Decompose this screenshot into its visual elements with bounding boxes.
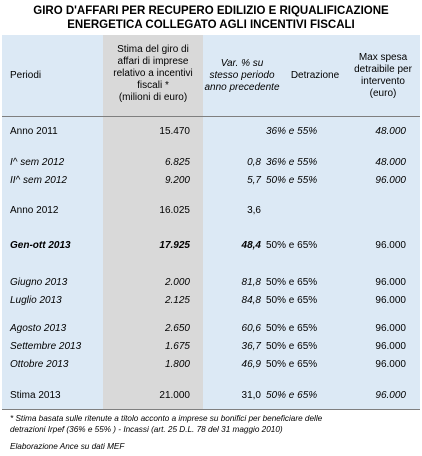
row-label: Anno 2012 [10,205,59,216]
footnote-line-1: * Stima basata sulle ritenute a titolo a… [10,414,323,423]
row-detrazione: 36% e 55% [266,126,318,137]
row-detrazione: 50% e 55% [266,175,318,186]
row-max: 96.000 [375,295,406,306]
row-max: 96.000 [375,240,406,251]
row-var: 81,8 [241,277,261,288]
row-var: 46,9 [241,359,261,370]
row-max: 96.000 [375,359,406,370]
source-note: Elaborazione Ance su dati MEF [10,442,125,451]
row-value: 2.125 [164,295,190,306]
row-detrazione: 50% e 65% [266,323,318,334]
row-value: 21.000 [159,390,190,401]
row-value: 6.825 [164,157,190,168]
row-label: II^ sem 2012 [10,175,67,186]
row-label: Anno 2011 [10,126,58,137]
header-detrazione: Detrazione [290,70,340,81]
row-value: 1.800 [164,359,190,370]
header-periodi: Periodi [10,70,42,81]
row-var: 84,8 [241,295,261,306]
row-detrazione: 50% e 65% [266,295,318,306]
row-var: 0,8 [247,157,261,168]
header-stima: Stima del giro di affari di imprese rela… [113,44,193,103]
row-value: 2.650 [164,323,190,334]
title-line-1: GIRO D'AFFARI PER RECUPERO EDILIZIO E RI… [33,5,389,17]
title-line-2: ENERGETICA COLLEGATO AGLI INCENTIVI FISC… [67,19,355,31]
row-value: 1.675 [164,341,190,352]
row-var: 5,7 [247,175,261,186]
row-max: 48.000 [375,126,406,137]
row-value: 16.025 [159,205,190,216]
header-var: Var. % su stesso periodo anno precedente [204,58,280,93]
row-label: Luglio 2013 [10,295,62,306]
row-detrazione: 36% e 55% [266,157,318,168]
row-var: 3,6 [247,205,261,216]
highlighted-column [103,35,203,410]
row-max: 96.000 [375,277,406,288]
row-label: Agosto 2013 [10,323,67,334]
row-value: 9.200 [164,175,190,186]
row-var: 48,4 [241,240,261,251]
row-label: Gen-ott 2013 [10,240,71,251]
row-value: 2.000 [164,277,190,288]
header-separator [2,116,420,117]
footnote-line-2: detrazioni Irpef (36% e 55% ) - Incassi … [10,425,283,434]
row-detrazione: 50% e 65% [266,240,318,251]
row-max: 96.000 [375,390,406,401]
table-title: GIRO D'AFFARI PER RECUPERO EDILIZIO E RI… [0,4,422,32]
table-panel [2,35,420,410]
row-label: Settembre 2013 [10,341,82,352]
row-max: 48.000 [375,157,406,168]
row-detrazione: 50% e 65% [266,341,318,352]
row-detrazione: 50% e 65% [266,390,318,401]
row-max: 96.000 [375,323,406,334]
row-max: 96.000 [375,341,406,352]
row-detrazione: 50% e 65% [266,277,318,288]
row-label: Ottobre 2013 [10,359,69,370]
header-max-spesa: Max spesa detraibile per intervento (eur… [354,52,412,99]
row-value: 15.470 [159,126,190,137]
row-value: 17.925 [159,240,190,251]
row-label: I^ sem 2012 [10,157,65,168]
row-label: Stima 2013 [10,390,61,401]
row-var: 36,7 [241,341,261,352]
row-var: 31,0 [241,390,261,401]
row-var: 60,6 [241,323,261,334]
row-max: 96.000 [375,175,406,186]
row-label: Giugno 2013 [10,277,68,288]
footer-separator [2,409,420,410]
row-detrazione: 50% e 65% [266,359,318,370]
